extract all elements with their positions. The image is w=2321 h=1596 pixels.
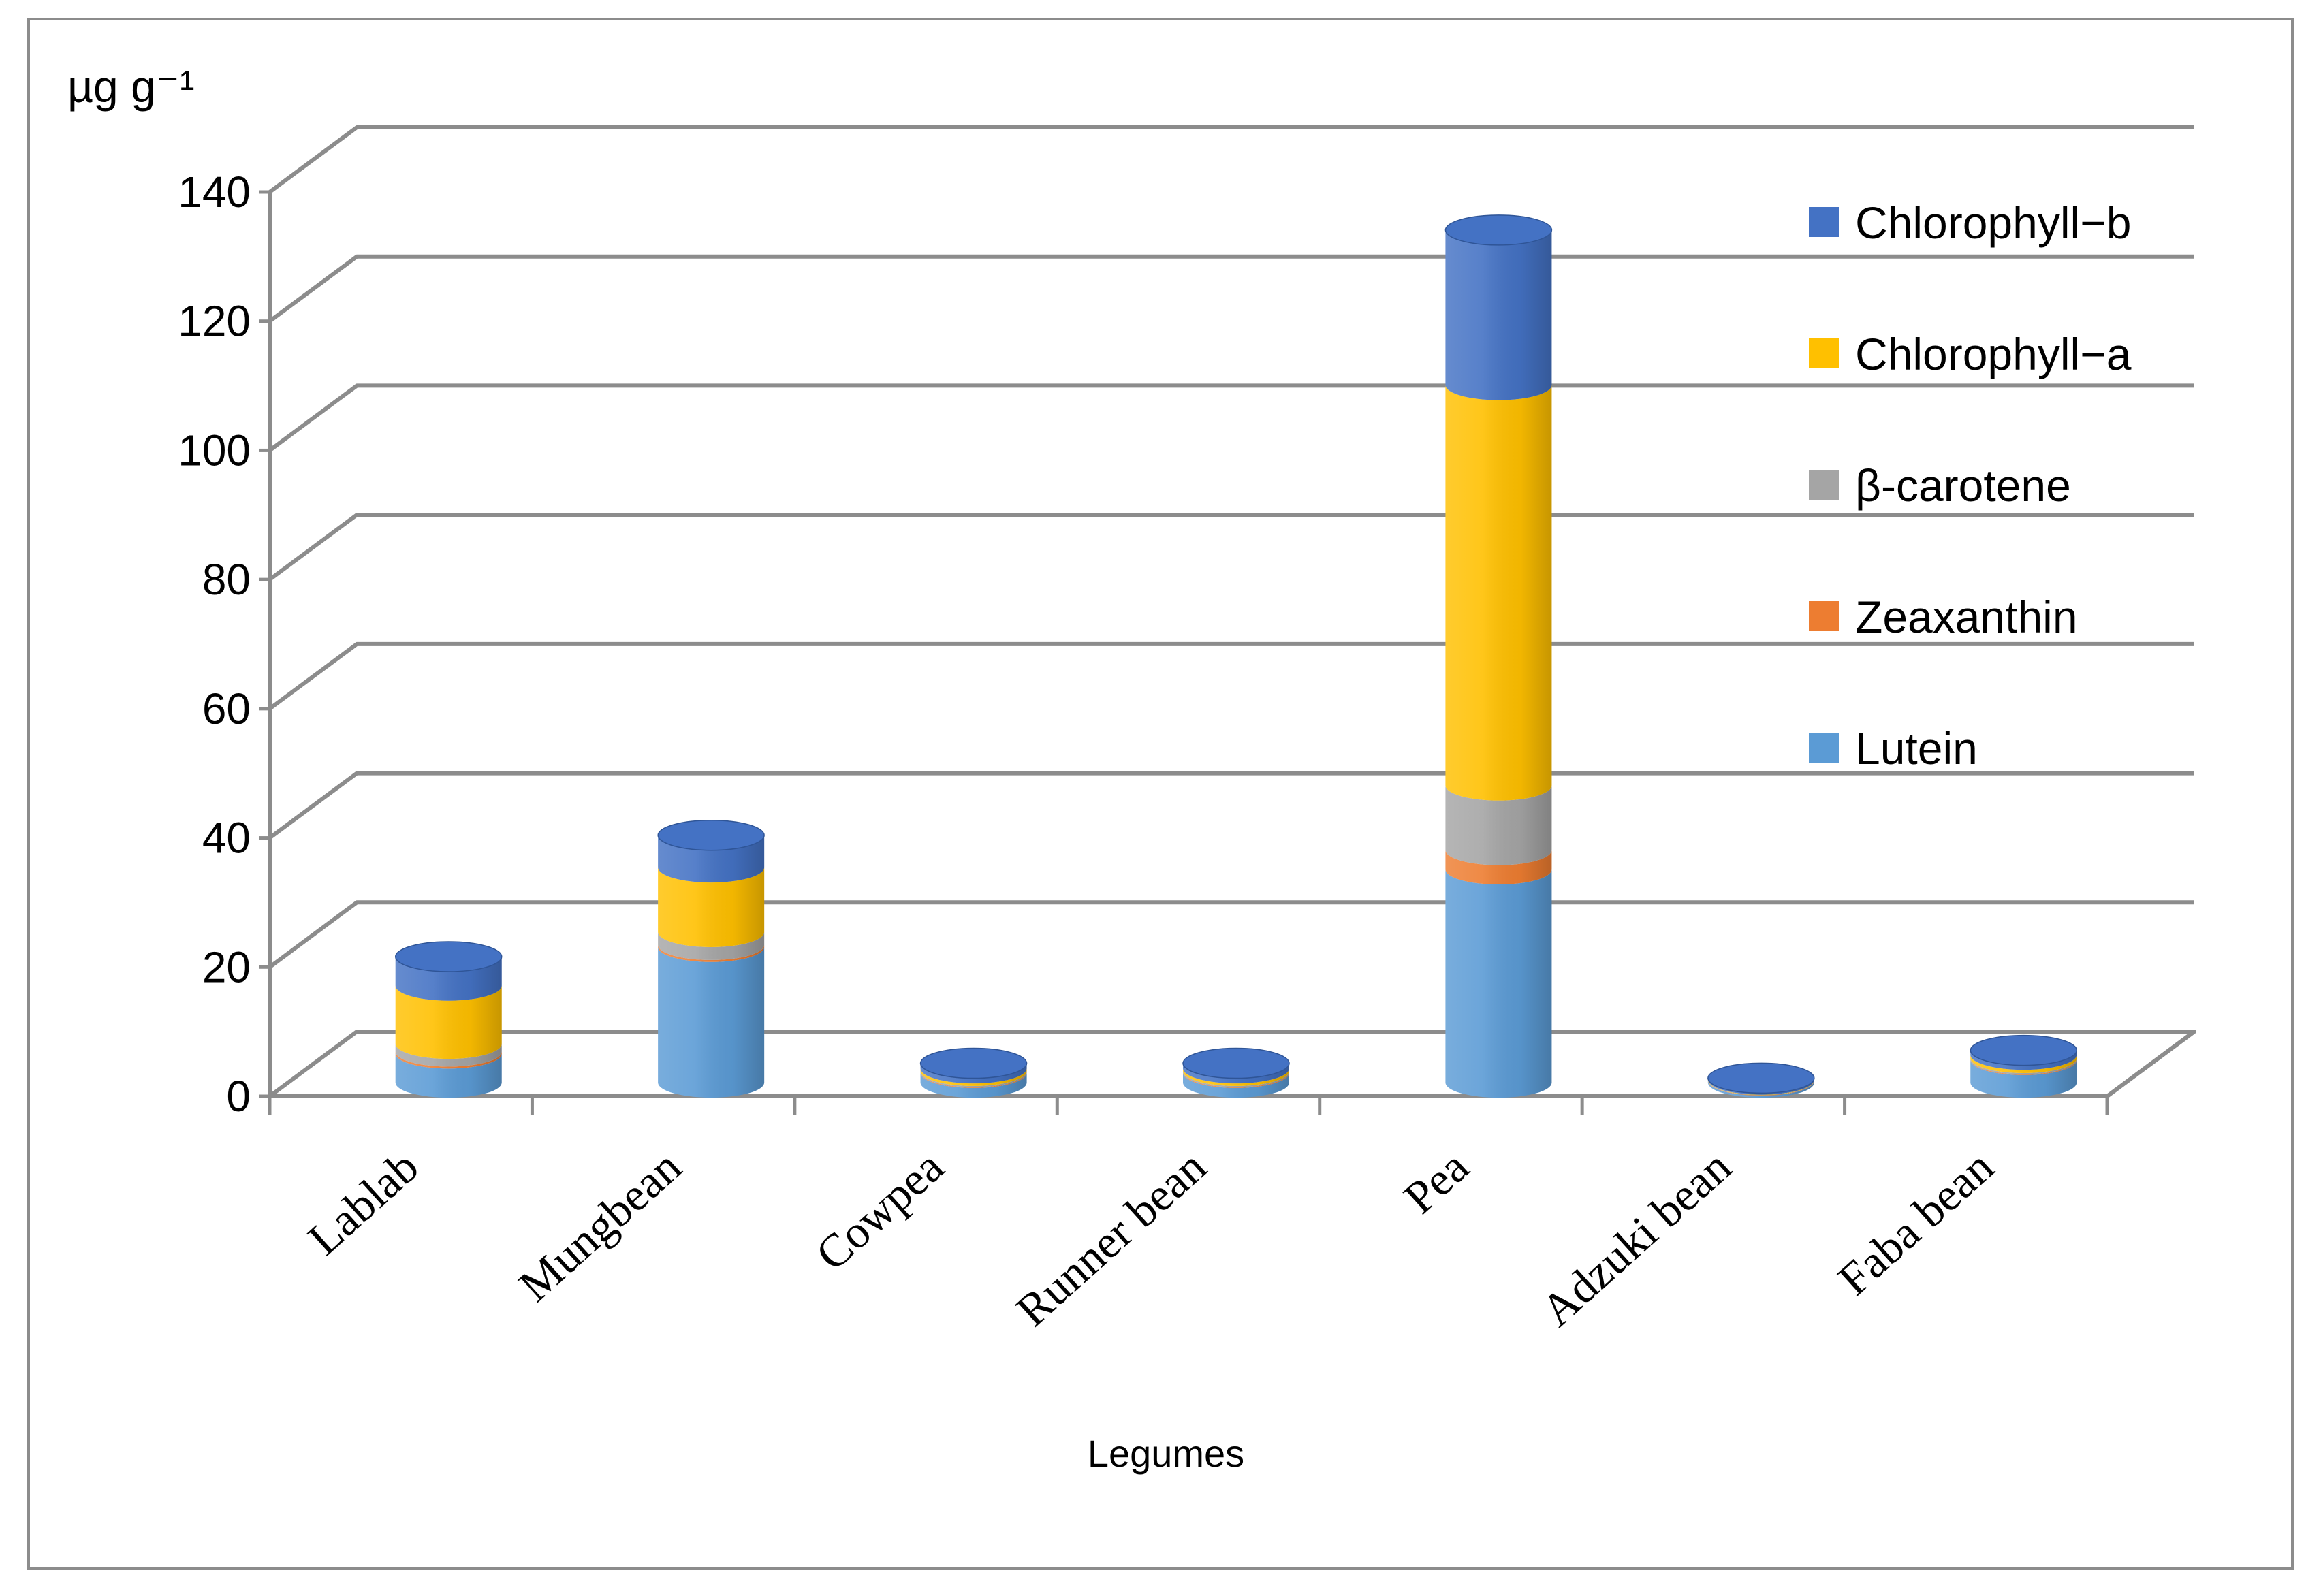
y-tick-label-100: 100	[178, 426, 251, 475]
chart-frame: µg g⁻¹ Legumes 0 20 40 60 80 100 120 140 Lablab M…	[27, 18, 2294, 1570]
bar-stack-cowpea	[919, 1047, 1028, 1098]
gridline-120	[268, 254, 2194, 323]
legend-item-carotene: β-carotene	[1809, 460, 2071, 511]
bar-segment-shade-chlorophyll-b-runner-bean	[1183, 1063, 1289, 1084]
legend-swatch-chlorophyll-b	[1809, 207, 1839, 237]
x-category-label-cowpea: Cowpea	[806, 1140, 953, 1281]
bars	[394, 214, 2078, 1098]
bar-top-cap-adzuki-bean	[1707, 1062, 1815, 1094]
gridline-140	[268, 125, 2194, 194]
x-category-label-mungbean: Mungbean	[509, 1140, 691, 1311]
bar-segment-shade-zeaxanthin-pea	[1445, 850, 1552, 884]
gridline-100	[268, 383, 2194, 452]
x-category-label-adzuki-bean: Adzuki bean	[1531, 1140, 1741, 1337]
bar-segment-shade-lutein-mungbean	[658, 946, 765, 1098]
gridline-60	[268, 641, 2194, 711]
bar-segment-shade-lutein-runner-bean	[1183, 1072, 1289, 1098]
bar-segment-shade-chlorophyll-a-runner-bean	[1183, 1068, 1289, 1086]
y-tick-label-20: 20	[202, 942, 251, 991]
bar-segment-shade-chlorophyll-a-cowpea	[920, 1068, 1027, 1086]
x-category-label-runner-bean: Runner bean	[1006, 1140, 1216, 1337]
legend-swatch-lutein	[1809, 733, 1839, 763]
legend-swatch-zeaxanthin	[1809, 601, 1839, 631]
axes	[259, 190, 2196, 1115]
x-category-label-lablab: Lablab	[298, 1140, 428, 1265]
bar-segment-shade-chlorophyll-a-faba-bean	[1970, 1055, 2077, 1073]
x-category-label-pea: Pea	[1394, 1140, 1479, 1224]
chart-canvas: µg g⁻¹ Legumes 0 20 40 60 80 100 120 140 Lablab M…	[67, 61, 2196, 1475]
bar-segment-shade-chlorophyll-b-faba-bean	[1970, 1050, 2077, 1070]
legend-label-chlorophyll-a: Chlorophyll−a	[1855, 329, 2132, 379]
bar-segment-shade-chlorophyll-a-pea	[1445, 385, 1552, 801]
bar-segment-shade-chlorophyll-b-mungbean	[658, 835, 765, 883]
gridline-80	[268, 513, 2194, 581]
bar-segment-shade-carotene-mungbean	[658, 931, 765, 960]
bar-segment-shade-lutein-faba-bean	[1970, 1059, 2077, 1098]
bar-top-cap-faba-bean	[1970, 1034, 2078, 1066]
bar-stack-lablab	[394, 941, 503, 1098]
bar-segment-shade-chlorophyll-b-pea	[1445, 229, 1552, 400]
legend-label-lutein: Lutein	[1855, 723, 1978, 773]
x-category-label-faba-bean: Faba bean	[1828, 1140, 2003, 1305]
legend-swatch-chlorophyll-a	[1809, 338, 1839, 368]
bar-stack-adzuki-bean	[1707, 1062, 1815, 1098]
legend-swatch-carotene	[1809, 470, 1839, 500]
legend-item-lutein: Lutein	[1809, 723, 1978, 773]
axis-labels: µg g⁻¹ Legumes 0 20 40 60 80 100 120 140 Lablab M…	[67, 61, 2003, 1475]
bar-segment-shade-carotene-lablab	[395, 1044, 502, 1067]
bar-segment-shade-chlorophyll-a-lablab	[395, 985, 502, 1059]
legend-label-carotene: β-carotene	[1855, 460, 2071, 511]
bar-segment-shade-lutein-cowpea	[920, 1072, 1027, 1098]
x-axis-title: Legumes	[1088, 1432, 1244, 1475]
bar-top-cap-runner-bean	[1182, 1047, 1290, 1079]
y-tick-label-60: 60	[202, 684, 251, 733]
bar-top-cap-lablab	[394, 941, 503, 972]
y-tick-label-120: 120	[178, 297, 251, 346]
y-tick-label-80: 80	[202, 555, 251, 604]
legend-label-zeaxanthin: Zeaxanthin	[1855, 592, 2078, 642]
gridlines	[268, 125, 2196, 1098]
bar-top-cap-mungbean	[657, 819, 765, 851]
legend-item-zeaxanthin: Zeaxanthin	[1809, 592, 2078, 642]
y-tick-label-40: 40	[202, 814, 251, 863]
gridline-40	[268, 771, 2194, 840]
legend-item-chlorophyll-b: Chlorophyll−b	[1809, 197, 2131, 248]
bar-segment-shade-chlorophyll-b-lablab	[395, 957, 502, 1001]
bar-segment-shade-chlorophyll-a-mungbean	[658, 867, 765, 947]
y-tick-label-0: 0	[226, 1072, 251, 1121]
bar-segment-shade-carotene-pea	[1445, 785, 1552, 865]
floor-right-edge	[2106, 1030, 2196, 1098]
legend: Chlorophyll−b Chlorophyll−a β-carotene Zeax…	[1809, 197, 2132, 773]
bar-stack-mungbean	[657, 819, 765, 1098]
y-tick-label-140: 140	[178, 167, 251, 217]
bar-stack-pea	[1444, 214, 1553, 1098]
bar-stack-runner-bean	[1182, 1047, 1290, 1098]
bar-segment-shade-lutein-lablab	[395, 1053, 502, 1098]
y-axis-unit-label: µg g⁻¹	[67, 61, 195, 112]
bar-segment-shade-chlorophyll-b-cowpea	[920, 1063, 1027, 1084]
legend-item-chlorophyll-a: Chlorophyll−a	[1809, 329, 2132, 379]
legend-label-chlorophyll-b: Chlorophyll−b	[1855, 197, 2131, 248]
bar-top-cap-cowpea	[919, 1047, 1028, 1079]
bar-stack-faba-bean	[1970, 1034, 2078, 1098]
gridline-20	[268, 900, 2194, 969]
bar-segment-shade-lutein-pea	[1445, 869, 1552, 1098]
bar-top-cap-pea	[1444, 214, 1553, 246]
